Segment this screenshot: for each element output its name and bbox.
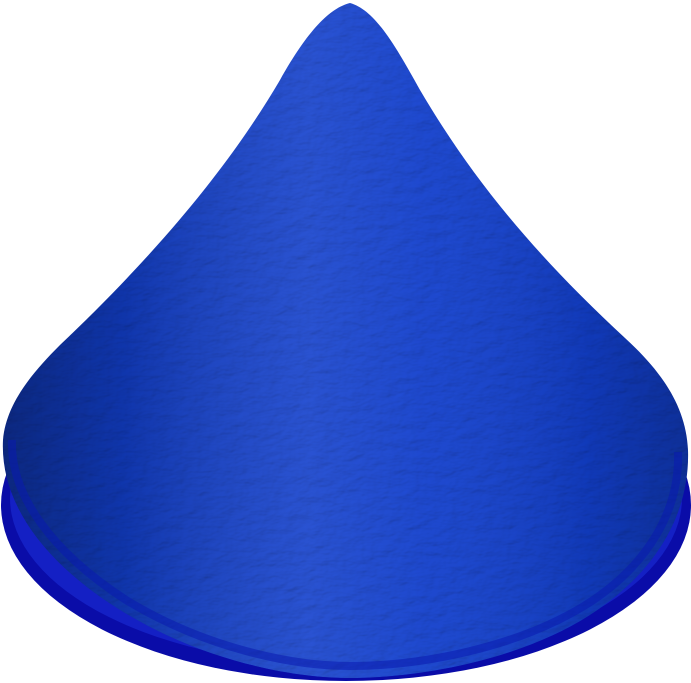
cone-base-edge xyxy=(7,439,683,671)
